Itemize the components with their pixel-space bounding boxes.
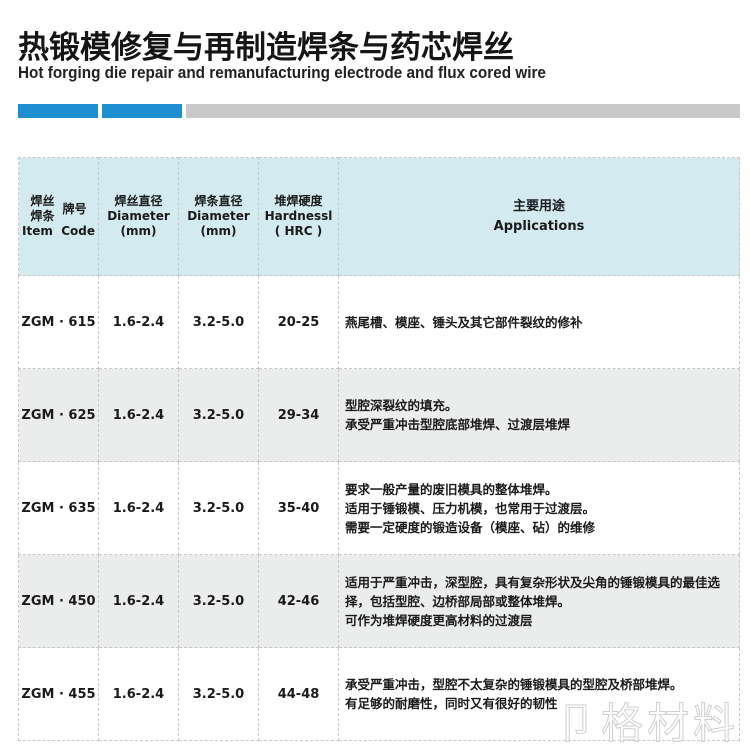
page-subtitle: Hot forging die repair and remanufacturi… — [18, 63, 546, 82]
cell-code: ZGM · 455 — [18, 647, 99, 741]
page-title: 热锻模修复与再制造焊条与药芯焊丝 — [18, 30, 514, 66]
cell-hrc: 35-40 — [258, 461, 339, 555]
table-row: ZGM · 450 1.6-2.4 3.2-5.0 42-46 适用于严重冲击，深型腔，… — [18, 554, 740, 648]
application-line: 燕尾槽、模座、锤头及其它部件裂纹的修补 — [345, 314, 583, 330]
cell-rod: 3.2-5.0 — [178, 461, 259, 555]
header-hardness: 堆焊硬度 Hardnessl( HRC ) — [258, 157, 339, 276]
cell-applications: 适用于严重冲击，深型腔，具有复杂形状及尖角的锤锻模具的最佳选 择，包括型腔、边桥部… — [338, 554, 740, 648]
cell-wire: 1.6-2.4 — [98, 368, 179, 462]
cell-applications: 型腔深裂纹的填充。承受严重冲击型腔底部堆焊、过渡层堆焊 — [338, 368, 740, 462]
decor-bar-blue-1 — [18, 104, 98, 118]
table-header-row: 焊丝 焊条 牌号 Item Code 焊丝直径 Diameter (mm) 焊条直径 D… — [18, 157, 740, 276]
decor-bar-blue-2 — [102, 104, 182, 118]
table-row: ZGM · 625 1.6-2.4 3.2-5.0 29-34 型腔深裂纹的填充。 承受严… — [18, 368, 740, 462]
cell-rod: 3.2-5.0 — [178, 275, 259, 369]
application-line: 择，包括型腔、边桥部局部或整体堆焊。 — [345, 593, 571, 609]
cell-hrc: 20-25 — [258, 275, 339, 369]
header-wire-diameter: 焊丝直径 Diameter (mm) — [98, 157, 179, 276]
application-line: 适用于严重冲击，深型腔，具有复杂形状及尖角的锤锻模具的最佳选 — [345, 574, 721, 590]
cell-applications: 要求一般产量的废旧模具的整体堆焊。适用于锤锻模、压力机模，也常用于过渡层。 需要一… — [338, 461, 740, 555]
product-table: 焊丝 焊条 牌号 Item Code 焊丝直径 Diameter (mm) 焊条直径 D… — [18, 157, 740, 741]
application-line: 型腔深裂纹的填充。 — [345, 398, 458, 413]
cell-hrc: 42-46 — [258, 554, 339, 648]
application-line: 有足够的耐磨性，同时又有很好的韧性 — [345, 696, 558, 711]
table-row: ZGM · 635 1.6-2.4 3.2-5.0 35-40 要求一般产量的废旧模具的… — [18, 461, 740, 555]
decor-bar-gray — [186, 104, 740, 118]
cell-applications: 燕尾槽、模座、锤头及其它部件裂纹的修补 — [338, 275, 740, 369]
header-applications: 主要用途 Applications — [338, 157, 740, 276]
application-line: 需要一定硬度的锻造设备（模座、砧）的维修 — [345, 519, 596, 535]
application-line: 承受严重冲击型腔底部堆焊、过渡层堆焊 — [345, 417, 571, 432]
table-row: ZGM · 455 1.6-2.4 3.2-5.0 44-48 承受严重冲击，型腔不太复… — [18, 647, 740, 741]
cell-hrc: 44-48 — [258, 647, 339, 741]
cell-rod: 3.2-5.0 — [178, 368, 259, 462]
cell-wire: 1.6-2.4 — [98, 647, 179, 741]
cell-applications: 承受严重冲击，型腔不太复杂的锤锻模具的型腔及桥部堆焊。 有足够的耐磨性，同时又有很… — [338, 647, 740, 741]
cell-hrc: 29-34 — [258, 368, 339, 462]
header-item-code: 焊丝 焊条 牌号 Item Code — [18, 157, 99, 276]
cell-wire: 1.6-2.4 — [98, 461, 179, 555]
cell-code: ZGM · 625 — [18, 368, 99, 462]
application-line: 可作为堆焊硬度更高材料的过渡层 — [345, 612, 533, 628]
cell-wire: 1.6-2.4 — [98, 554, 179, 648]
cell-rod: 3.2-5.0 — [178, 647, 259, 741]
cell-rod: 3.2-5.0 — [178, 554, 259, 648]
header-rod-diameter: 焊条直径 Diameter (mm) — [178, 157, 259, 276]
watermark: 卩格材料 — [554, 699, 740, 749]
application-line: 承受严重冲击，型腔不太复杂的锤锻模具的型腔及桥部堆焊。 — [345, 677, 683, 692]
cell-code: ZGM · 615 — [18, 275, 99, 369]
table-row: ZGM · 615 1.6-2.4 3.2-5.0 20-25 燕尾槽、模座、锤头及其它… — [18, 275, 740, 369]
application-line: 要求一般产量的废旧模具的整体堆焊。 — [345, 481, 558, 497]
cell-code: ZGM · 450 — [18, 554, 99, 648]
cell-code: ZGM · 635 — [18, 461, 99, 555]
cell-wire: 1.6-2.4 — [98, 275, 179, 369]
application-line: 适用于锤锻模、压力机模，也常用于过渡层。 — [345, 500, 596, 516]
